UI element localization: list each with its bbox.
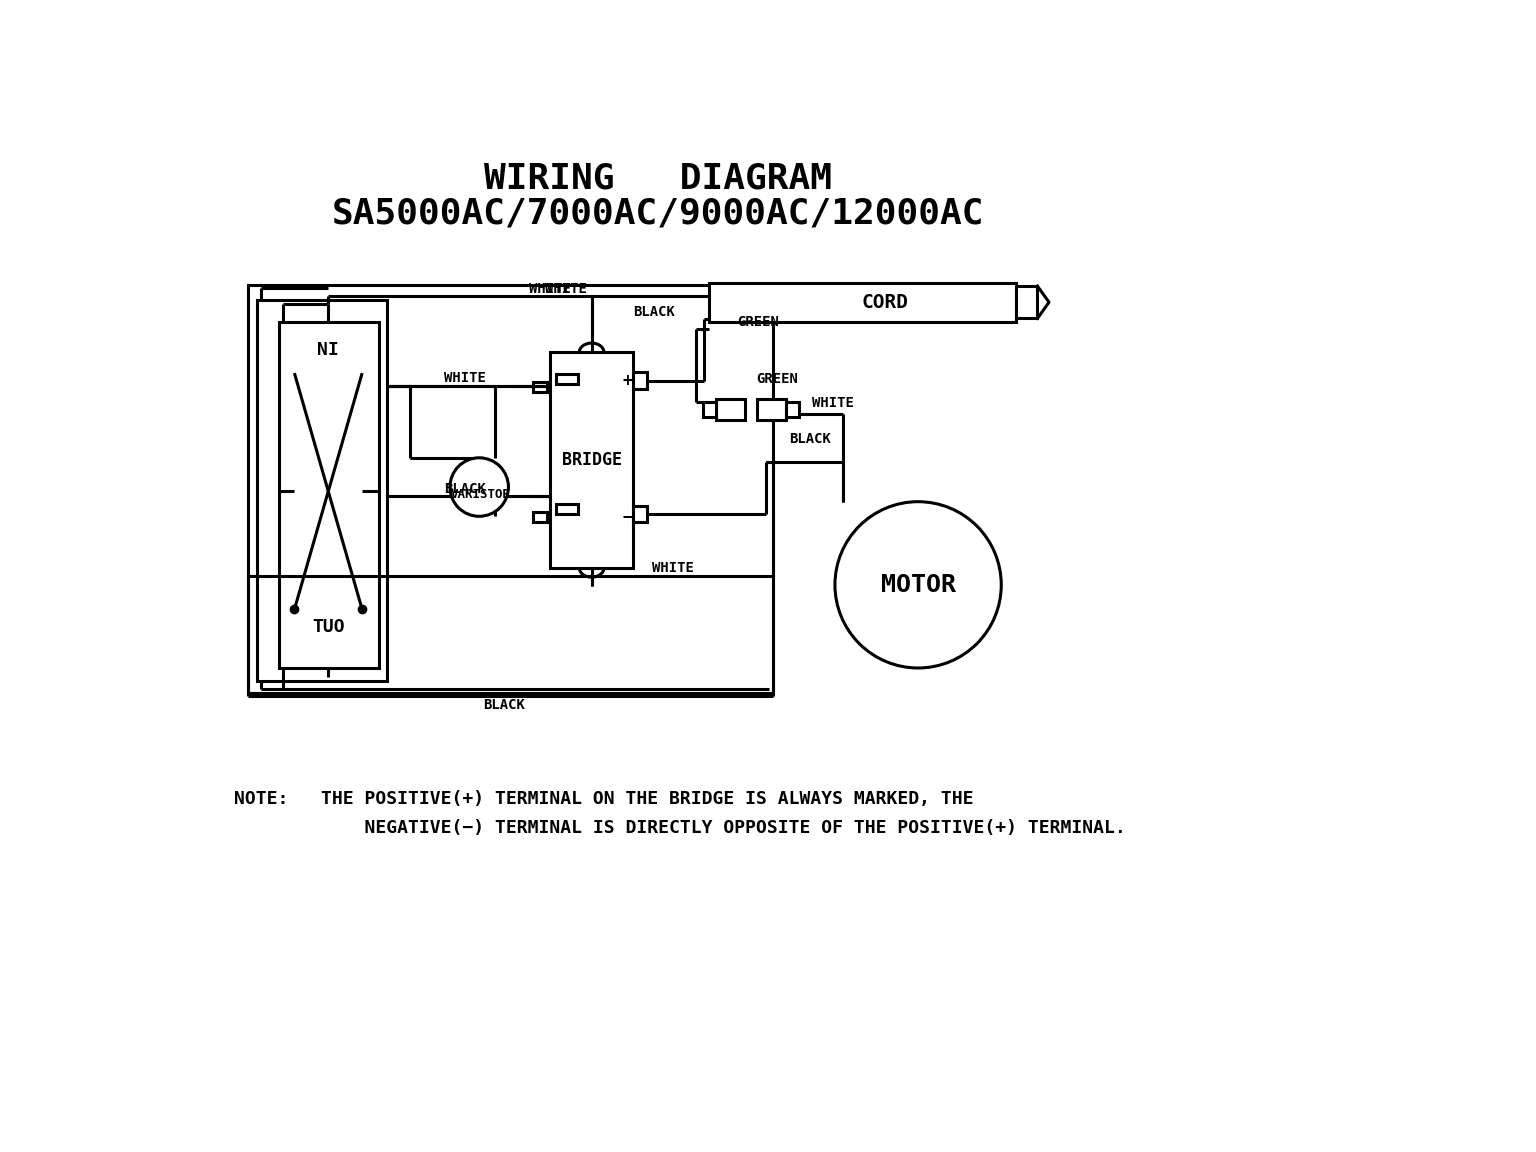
Circle shape xyxy=(450,457,508,516)
Text: CORD: CORD xyxy=(862,293,908,312)
Bar xyxy=(703,402,716,417)
Bar xyxy=(757,399,786,420)
Text: WIRING   DIAGRAM: WIRING DIAGRAM xyxy=(484,161,833,196)
Text: +: + xyxy=(622,372,631,389)
Bar xyxy=(708,283,1015,321)
Bar xyxy=(633,372,647,389)
Text: VARISTOR: VARISTOR xyxy=(450,488,511,501)
Bar xyxy=(258,300,387,681)
Text: NOTE:   THE POSITIVE(+) TERMINAL ON THE BRIDGE IS ALWAYS MARKED, THE: NOTE: THE POSITIVE(+) TERMINAL ON THE BR… xyxy=(235,790,974,808)
Text: GREEN: GREEN xyxy=(737,314,779,328)
Bar xyxy=(280,321,379,668)
Text: TUO: TUO xyxy=(312,619,344,636)
Text: WHITE: WHITE xyxy=(813,396,854,410)
Circle shape xyxy=(836,501,1001,668)
Bar xyxy=(633,506,647,523)
Text: BLACK: BLACK xyxy=(482,698,525,712)
Bar xyxy=(716,399,745,420)
Text: BLACK: BLACK xyxy=(444,482,487,495)
Bar xyxy=(556,374,578,384)
Bar xyxy=(556,503,578,514)
Bar xyxy=(550,353,633,568)
Bar xyxy=(533,513,547,523)
Bar xyxy=(786,402,799,417)
Text: MOTOR: MOTOR xyxy=(880,573,955,597)
Text: BLACK: BLACK xyxy=(790,432,831,446)
Bar xyxy=(533,382,547,393)
Text: WHITE: WHITE xyxy=(544,282,587,296)
Text: BRIDGE: BRIDGE xyxy=(562,452,622,469)
Text: WHITE: WHITE xyxy=(653,561,694,575)
Bar xyxy=(249,285,773,692)
Text: NEGATIVE(−) TERMINAL IS DIRECTLY OPPOSITE OF THE POSITIVE(+) TERMINAL.: NEGATIVE(−) TERMINAL IS DIRECTLY OPPOSIT… xyxy=(235,819,1126,838)
Text: WHITE: WHITE xyxy=(528,282,571,296)
Text: SA5000AC/7000AC/9000AC/12000AC: SA5000AC/7000AC/9000AC/12000AC xyxy=(332,197,985,230)
Text: WHITE: WHITE xyxy=(444,371,487,386)
Text: GREEN: GREEN xyxy=(756,372,799,386)
Text: BLACK: BLACK xyxy=(633,305,674,319)
Bar xyxy=(1015,286,1037,318)
Text: NI: NI xyxy=(318,341,339,359)
Text: −: − xyxy=(622,507,631,524)
